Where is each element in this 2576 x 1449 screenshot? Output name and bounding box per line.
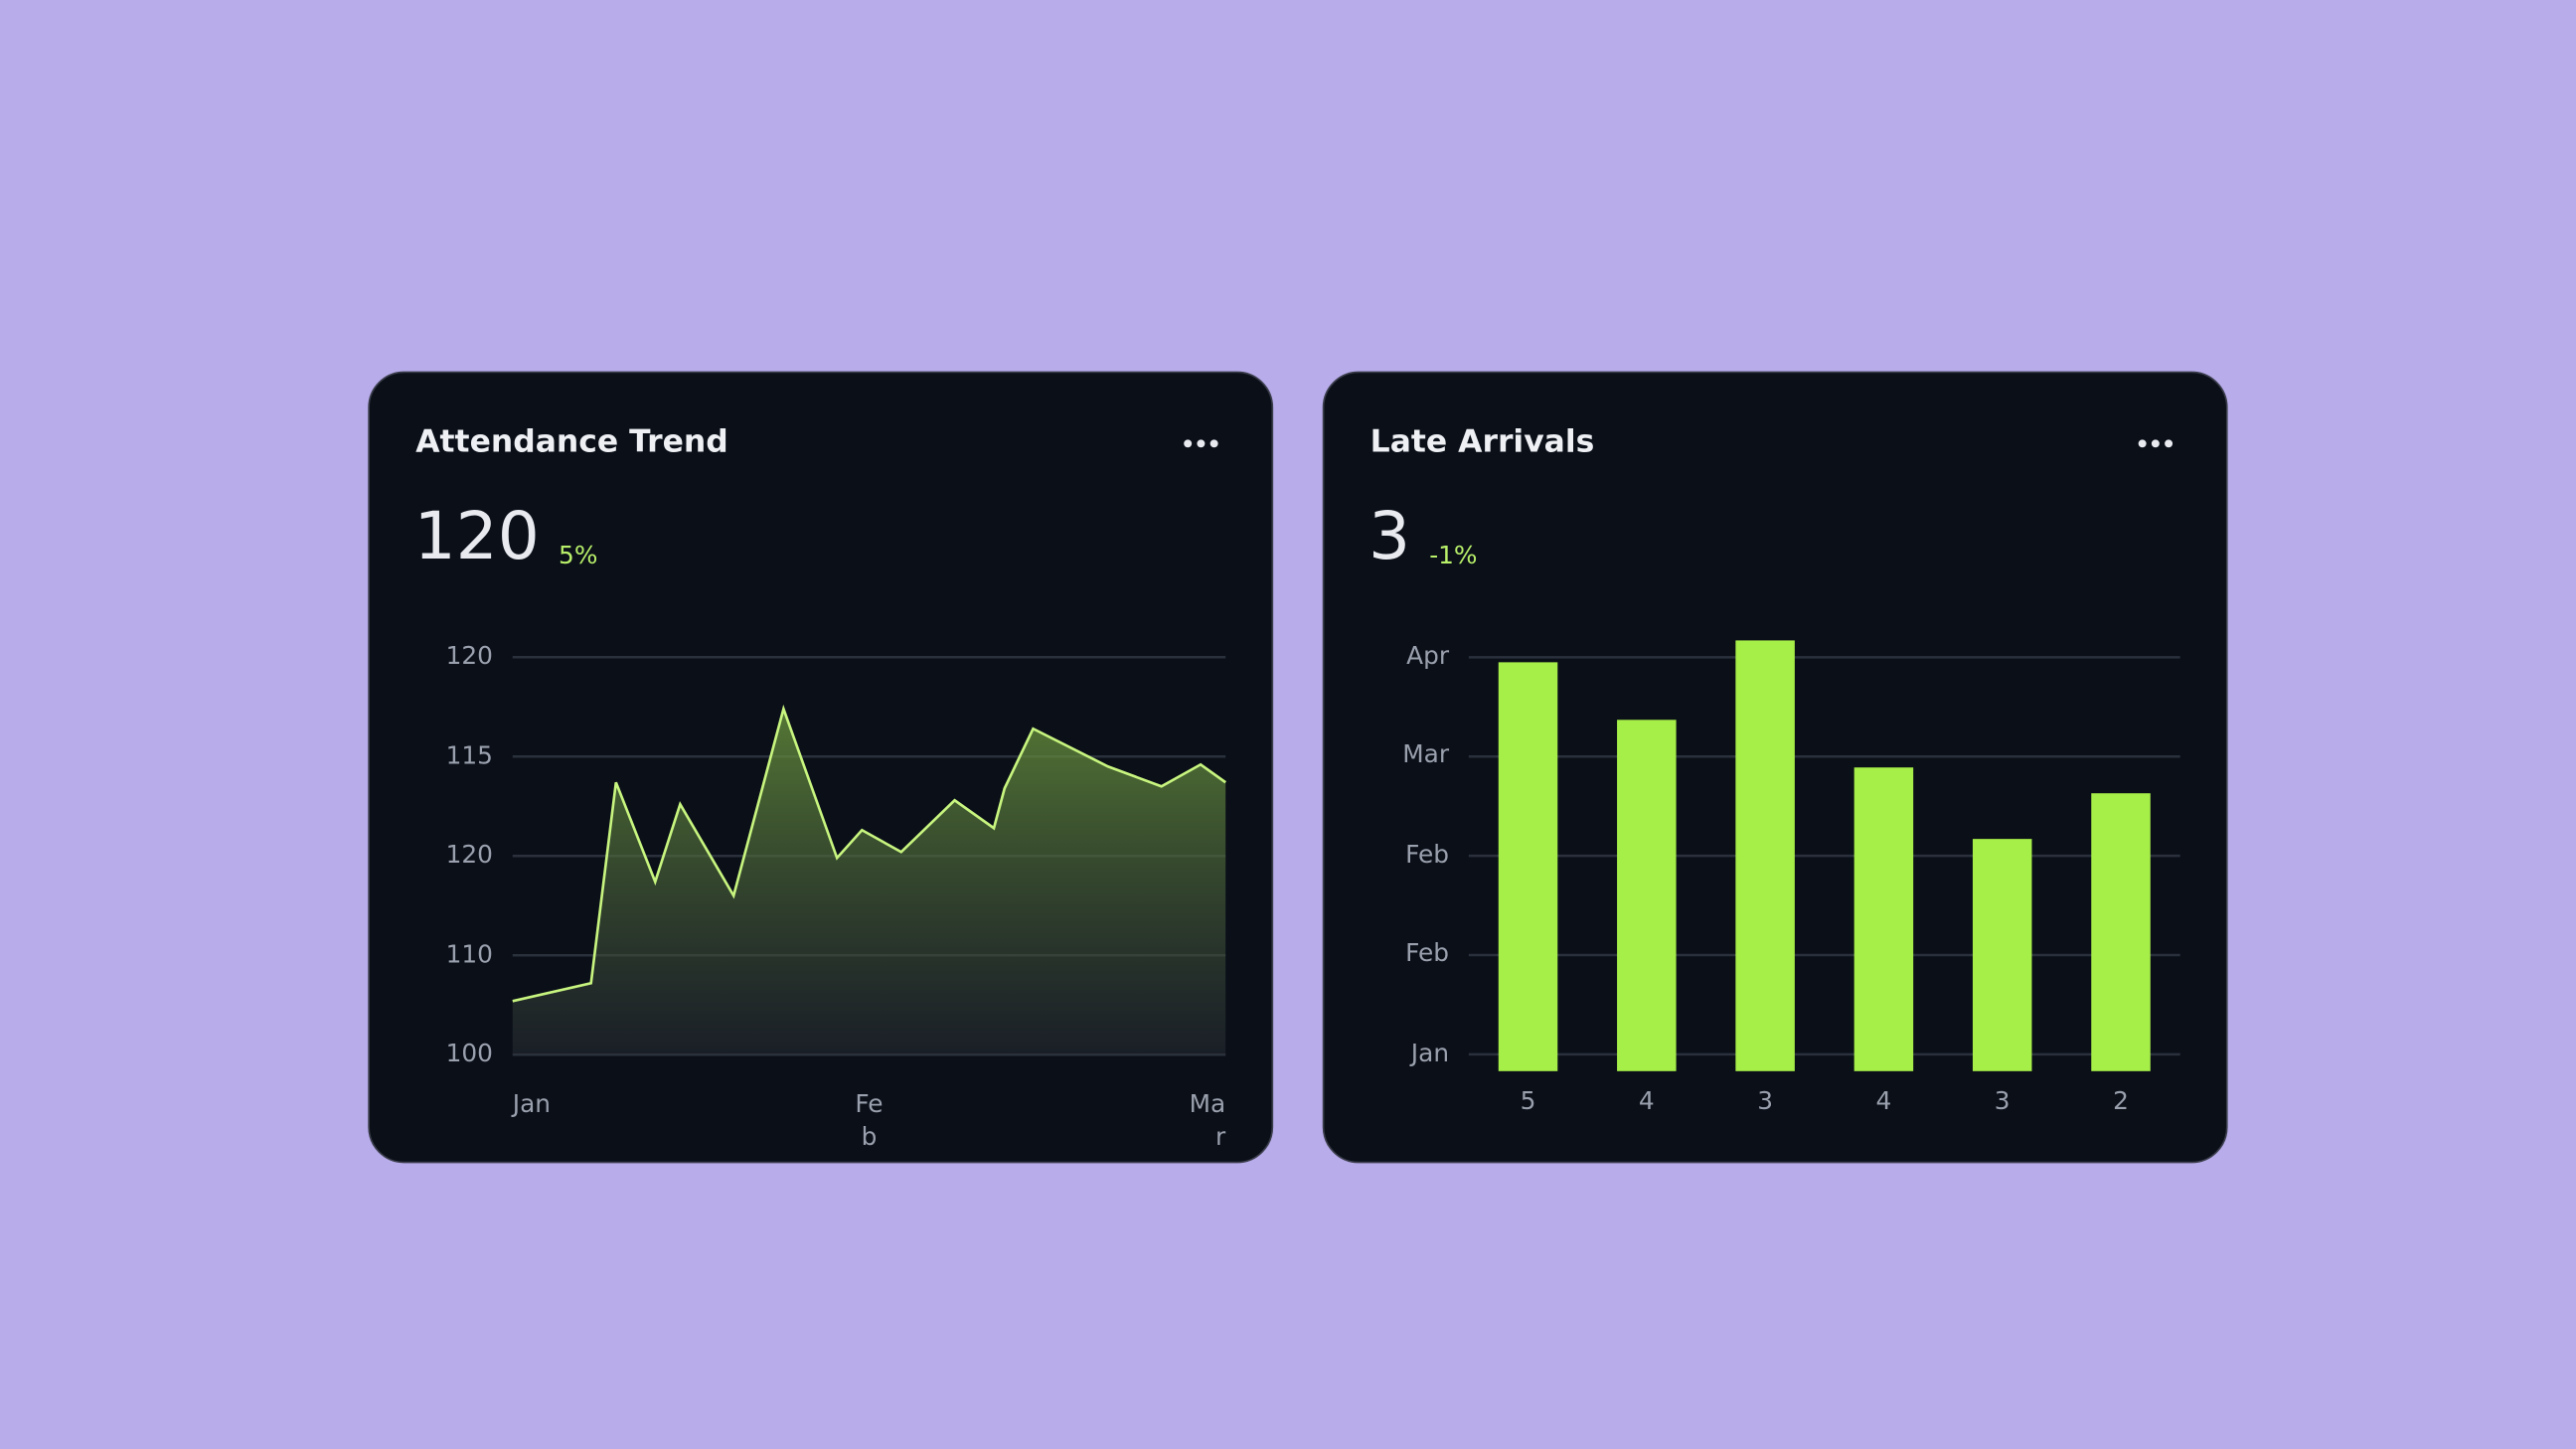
bar xyxy=(1735,640,1795,1071)
card-title: Attendance Trend xyxy=(415,423,728,460)
menu-dot xyxy=(1209,439,1218,448)
y-tick-label: 120 xyxy=(445,839,493,870)
chart-svg xyxy=(512,439,1226,1056)
y-tick-label: 100 xyxy=(445,1038,493,1068)
line xyxy=(512,704,1226,1003)
menu-dot xyxy=(2165,439,2174,448)
y-tick-label: Jan xyxy=(1410,1038,1450,1068)
menu-dot xyxy=(2151,439,2160,448)
y-tick-label: Feb xyxy=(1405,839,1450,870)
bar xyxy=(1853,767,1914,1071)
chart-svg xyxy=(1468,439,2180,1071)
y-tick-label: 110 xyxy=(445,938,493,969)
x-tick-label: 4 xyxy=(1638,1085,1655,1116)
bar xyxy=(2091,793,2151,1071)
bar xyxy=(1617,720,1677,1071)
x-tick-label: 2 xyxy=(2113,1085,2129,1116)
kpi-change: -1% xyxy=(1429,540,1478,570)
x-tick-label: 3 xyxy=(1994,1085,2011,1116)
bar xyxy=(1498,662,1558,1071)
card: Late Arrivals 3 -1% Jan Feb Feb Mar Apr 5 4 3 4 3 2 xyxy=(1322,371,2228,1164)
kpi-value: 3 xyxy=(1368,499,1411,575)
y-tick-label: 115 xyxy=(445,739,493,770)
y-tick-label: Apr xyxy=(1406,640,1450,671)
x-tick-label: Mar xyxy=(1189,1089,1226,1152)
x-tick-label: 4 xyxy=(1875,1085,1892,1116)
card: Attendance Trend 120 5% 100 110 120 115 120 Jan F… xyxy=(368,371,1274,1164)
y-tick-label: Feb xyxy=(1405,938,1450,969)
card-title: Late Arrivals xyxy=(1369,423,1595,460)
kpi-value: 120 xyxy=(413,499,540,575)
y-tick-label: 120 xyxy=(445,640,493,671)
area xyxy=(512,709,1226,1055)
menu-dot xyxy=(1184,439,1193,448)
kpi-change: 5% xyxy=(559,540,598,570)
x-tick-label: 3 xyxy=(1757,1085,1773,1116)
x-tick-label: Jan xyxy=(512,1089,551,1119)
x-tick-label: 5 xyxy=(1520,1085,1536,1116)
menu-dot xyxy=(1197,439,1206,448)
x-tick-label: Feb xyxy=(855,1089,884,1152)
y-tick-label: Mar xyxy=(1402,739,1450,770)
bar xyxy=(1972,839,2032,1071)
menu-dot xyxy=(2138,439,2147,448)
